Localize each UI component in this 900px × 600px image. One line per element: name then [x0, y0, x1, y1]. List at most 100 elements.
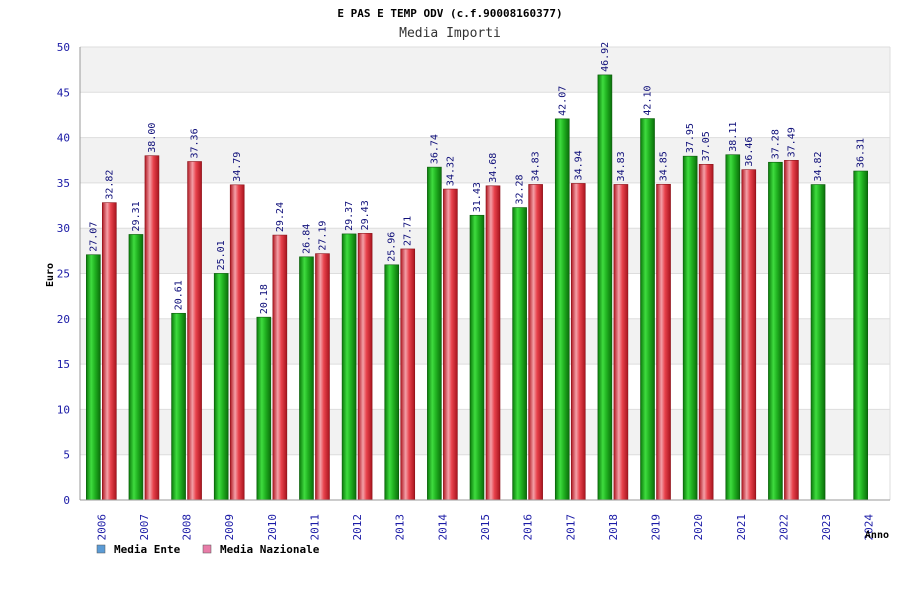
- value-label: 27.19: [317, 221, 328, 251]
- bar-media-ente-2014: [427, 166, 442, 501]
- x-axis-ticks: 2006 2007 2008 2009 2010 2011 2012 2013 2014 2015…: [95, 514, 875, 541]
- bar-media-nazionale-2010: [272, 234, 288, 501]
- value-label: 36.74: [429, 134, 440, 164]
- x-tick-label: 2022: [777, 514, 790, 541]
- value-label: 29.37: [344, 201, 355, 231]
- bar-media-nazionale-2021: [741, 169, 757, 501]
- bar-media-ente-2018: [597, 74, 613, 501]
- bar-media-nazionale-2016: [528, 184, 543, 501]
- y-axis-label: Euro: [45, 263, 56, 287]
- x-tick-label: 2008: [181, 514, 194, 541]
- x-tick-label: 2016: [522, 514, 535, 541]
- bar-media-nazionale-2012: [357, 233, 373, 501]
- value-labels: 27.07 32.82 29.31 38.00 20.61 37.36 25.01 34.79…: [88, 42, 866, 314]
- bar-media-ente-2008: [171, 312, 186, 501]
- bar-media-nazionale-2008: [187, 161, 202, 501]
- y-tick-label: 45: [57, 86, 70, 99]
- value-label: 37.49: [786, 127, 797, 157]
- y-tick-label: 0: [63, 494, 70, 507]
- x-tick-label: 2018: [607, 514, 620, 541]
- value-label: 34.68: [488, 153, 499, 183]
- bar-media-ente-2016: [512, 207, 527, 501]
- bar-media-ente-2015: [469, 214, 485, 501]
- value-label: 37.28: [770, 129, 781, 159]
- bar-media-nazionale-2009: [229, 184, 245, 501]
- value-label: 29.24: [275, 202, 286, 232]
- bar-media-ente-2006: [86, 254, 101, 501]
- y-tick-label: 50: [57, 41, 70, 54]
- value-label: 42.07: [557, 86, 568, 116]
- y-tick-label: 35: [57, 177, 70, 190]
- legend: Media Ente Media Nazionale: [96, 543, 320, 556]
- bar-media-nazionale-2022: [784, 160, 799, 501]
- y-tick-label: 10: [57, 403, 70, 416]
- value-label: 32.28: [515, 174, 526, 204]
- value-label: 34.83: [531, 151, 542, 181]
- x-tick-label: 2017: [564, 514, 577, 541]
- legend-swatch-media-nazionale: [202, 544, 212, 554]
- bar-media-nazionale-2019: [656, 183, 671, 501]
- value-label: 46.92: [600, 42, 611, 72]
- value-label: 38.11: [728, 122, 739, 152]
- value-label: 36.46: [744, 137, 755, 167]
- bar-media-nazionale-2007: [144, 155, 160, 501]
- x-tick-label: 2009: [223, 514, 236, 541]
- x-tick-label: 2015: [479, 514, 492, 541]
- x-tick-label: 2013: [394, 514, 407, 541]
- legend-label-media-ente: Media Ente: [114, 543, 181, 556]
- bar-media-ente-2020: [682, 155, 698, 501]
- value-label: 37.36: [190, 128, 201, 158]
- x-tick-label: 2019: [650, 514, 663, 541]
- x-tick-label: 2014: [436, 514, 449, 541]
- bar-media-ente-2024: [853, 170, 868, 501]
- y-axis-ticks: 0 5 10 15 20 25 30 35 40 45 50: [57, 41, 70, 507]
- y-tick-label: 5: [63, 449, 70, 462]
- bar-media-nazionale-2006: [102, 202, 117, 501]
- bar-media-ente-2007: [128, 234, 144, 501]
- bar-media-ente-2012: [341, 233, 357, 501]
- value-label: 34.32: [445, 156, 456, 186]
- value-label: 42.10: [643, 85, 654, 115]
- value-label: 34.85: [659, 151, 670, 181]
- value-label: 32.82: [104, 170, 115, 200]
- value-label: 34.82: [813, 151, 824, 181]
- x-tick-label: 2021: [735, 514, 748, 541]
- bar-media-nazionale-2014: [443, 188, 458, 501]
- bar-media-ente-2019: [640, 118, 655, 501]
- value-label: 26.84: [301, 224, 312, 254]
- value-label: 27.71: [403, 216, 414, 246]
- bar-media-ente-2021: [725, 154, 741, 501]
- x-tick-label: 2024: [863, 514, 876, 541]
- y-tick-label: 30: [57, 222, 70, 235]
- value-label: 38.00: [147, 123, 158, 153]
- bar-media-ente-2017: [554, 118, 570, 501]
- value-label: 36.31: [856, 138, 867, 168]
- y-tick-label: 15: [57, 358, 70, 371]
- chart-subtitle: Media Importi: [399, 26, 501, 41]
- y-tick-label: 20: [57, 313, 70, 326]
- x-tick-label: 2023: [820, 514, 833, 541]
- x-tick-label: 2010: [266, 514, 279, 541]
- value-label: 37.05: [701, 131, 712, 161]
- value-label: 29.43: [360, 200, 371, 230]
- plot-band: [80, 92, 890, 138]
- value-label: 25.96: [387, 232, 398, 262]
- legend-swatch-media-ente: [96, 544, 106, 554]
- bar-media-ente-2009: [213, 273, 229, 501]
- bar-media-nazionale-2011: [315, 253, 330, 501]
- bar-media-ente-2023: [810, 184, 826, 501]
- bar-media-ente-2013: [384, 264, 400, 501]
- bar-media-nazionale-2017: [570, 183, 586, 501]
- x-axis-label: Anno: [865, 530, 889, 541]
- bar-media-ente-2011: [299, 256, 314, 501]
- bar-media-nazionale-2018: [613, 184, 629, 501]
- value-label: 37.95: [685, 123, 696, 153]
- value-label: 29.31: [131, 201, 142, 231]
- value-label: 34.94: [573, 150, 584, 180]
- bar-media-nazionale-2015: [485, 185, 501, 501]
- chart-title: E PAS E TEMP ODV (c.f.90008160377): [337, 7, 562, 20]
- value-label: 34.83: [616, 151, 627, 181]
- value-label: 20.61: [174, 280, 185, 310]
- x-tick-label: 2006: [95, 514, 108, 541]
